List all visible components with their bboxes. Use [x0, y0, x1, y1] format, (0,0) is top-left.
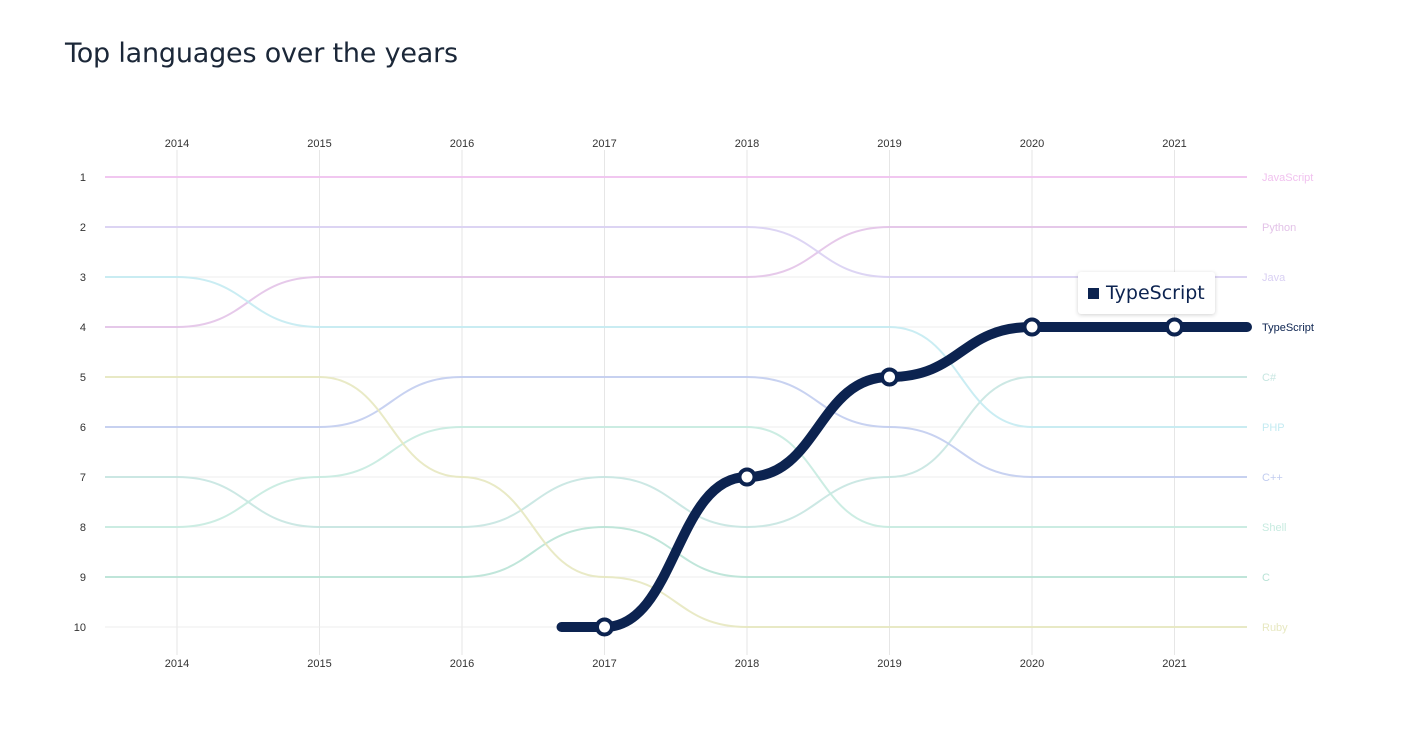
series-label-cpp: C++	[1262, 472, 1283, 484]
series-label-shell: Shell	[1262, 522, 1286, 534]
chart-title: Top languages over the years	[65, 38, 458, 69]
x-tick-bottom-2014: 2014	[165, 658, 189, 670]
y-tick-5: 5	[80, 372, 86, 384]
series-label-typescript: TypeScript	[1262, 322, 1314, 334]
series-line-php	[105, 276, 1247, 429]
y-tick-2: 2	[80, 222, 86, 234]
y-tick-4: 4	[80, 322, 86, 334]
series-lines	[105, 175, 1247, 629]
tooltip-label: TypeScript	[1106, 282, 1205, 304]
x-tick-bottom-2020: 2020	[1020, 658, 1044, 670]
series-tooltip: TypeScript	[1078, 272, 1215, 314]
series-point-typescript-2019	[880, 367, 899, 387]
x-tick-bottom-2015: 2015	[307, 658, 331, 670]
y-tick-3: 3	[80, 272, 86, 284]
series-line-java	[105, 225, 1247, 278]
y-tick-7: 7	[80, 472, 86, 484]
y-tick-6: 6	[80, 422, 86, 434]
x-tick-bottom-2017: 2017	[592, 658, 616, 670]
y-tick-8: 8	[80, 522, 86, 534]
series-line-ruby	[105, 375, 1247, 629]
x-tick-bottom-2019: 2019	[877, 658, 901, 670]
series-point-typescript-2017	[595, 617, 614, 637]
x-tick-bottom-2018: 2018	[735, 658, 759, 670]
x-tick-top-2019: 2019	[877, 138, 901, 150]
x-tick-bottom-2021: 2021	[1162, 658, 1186, 670]
series-label-ruby: Ruby	[1262, 622, 1288, 634]
tooltip-swatch	[1088, 287, 1099, 299]
x-tick-top-2017: 2017	[592, 138, 616, 150]
series-label-javascript: JavaScript	[1262, 172, 1313, 184]
series-line-csharp	[105, 375, 1247, 529]
y-tick-10: 10	[74, 622, 86, 634]
x-tick-top-2015: 2015	[307, 138, 331, 150]
x-tick-top-2020: 2020	[1020, 138, 1044, 150]
y-tick-1: 1	[80, 172, 86, 184]
highlight-series	[556, 317, 1252, 637]
series-point-typescript-2020	[1022, 317, 1042, 337]
series-label-csharp: C#	[1262, 372, 1277, 384]
series-label-java: Java	[1262, 272, 1286, 284]
x-tick-top-2021: 2021	[1162, 138, 1186, 150]
series-line-c	[105, 525, 1247, 579]
series-label-php: PHP	[1262, 422, 1285, 434]
series-label-c: C	[1262, 572, 1270, 584]
series-line-typescript	[556, 321, 1252, 632]
series-line-python	[105, 225, 1247, 328]
x-tick-bottom-2016: 2016	[450, 658, 474, 670]
series-point-typescript-2018	[737, 467, 757, 487]
grid-lines	[105, 150, 1247, 655]
series-point-typescript-2021	[1165, 317, 1184, 337]
series-line-cpp	[105, 375, 1247, 479]
x-tick-top-2014: 2014	[165, 138, 189, 150]
y-tick-9: 9	[80, 572, 86, 584]
axis-labels: 2014 2014 2015 2015 2016 2016 2017 2017 2018 2018…	[74, 138, 1314, 670]
series-label-python: Python	[1262, 222, 1296, 234]
x-tick-top-2016: 2016	[450, 138, 474, 150]
series-line-shell	[105, 425, 1247, 528]
x-tick-top-2018: 2018	[735, 138, 759, 150]
